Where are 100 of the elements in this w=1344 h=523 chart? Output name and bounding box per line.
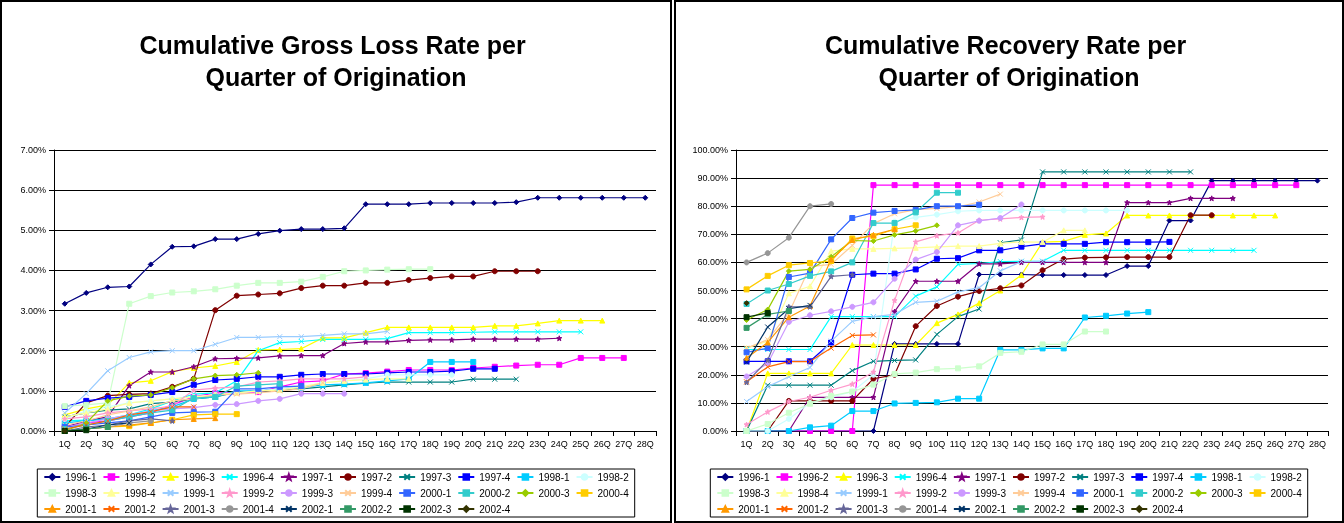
x-tick-label: 22Q [507, 438, 525, 449]
legend-label: 1996-3 [183, 471, 216, 483]
legend-label: 2002-1 [301, 503, 334, 515]
x-tick-label: 13Q [314, 438, 332, 449]
x-tick-label: 12Q [292, 438, 310, 449]
x-tick-label: 16Q [1055, 438, 1073, 449]
x-tick-label: 5Q [144, 438, 157, 449]
x-tick-label: 27Q [1287, 438, 1305, 449]
x-tick-label: 20Q [464, 438, 482, 449]
x-tick-label: 6Q [846, 438, 859, 449]
x-tick-label: 10Q [249, 438, 267, 449]
x-tick-label: 19Q [1118, 438, 1136, 449]
legend-label: 2002-2 [361, 503, 393, 515]
y-tick-label: 10.00% [697, 397, 728, 408]
x-tick-label: 27Q [615, 438, 633, 449]
x-tick-label: 5Q [825, 438, 838, 449]
legend-label: 2000-2 [1152, 487, 1184, 499]
x-tick-label: 23Q [529, 438, 547, 449]
legend-label: 2001-1 [738, 503, 770, 515]
x-tick-label: 17Q [1076, 438, 1094, 449]
y-tick-label: 90.00% [697, 173, 728, 184]
x-tick-label: 23Q [1203, 438, 1221, 449]
legend-label: 2000-2 [479, 487, 511, 499]
x-tick-label: 1Q [58, 438, 71, 449]
legend-label: 2001-1 [65, 503, 97, 515]
legend-label: 1999-4 [1034, 487, 1066, 499]
legend-label: 2001-2 [797, 503, 830, 515]
legend-label: 1999-2 [915, 487, 948, 499]
x-tick-label: 20Q [1139, 438, 1157, 449]
x-tick-label: 3Q [782, 438, 795, 449]
legend-label: 1997-2 [361, 471, 393, 483]
legend-label: 1999-4 [361, 487, 393, 499]
legend-label: 2000-4 [597, 487, 630, 499]
x-tick-label: 11Q [271, 438, 288, 449]
legend-label: 1999-1 [183, 487, 216, 499]
legend-label: 1999-3 [974, 487, 1007, 499]
legend-label: 1999-3 [301, 487, 334, 499]
x-tick-label: 11Q [949, 438, 967, 449]
x-tick-label: 4Q [803, 438, 817, 449]
y-tick-label: 4.00% [20, 265, 46, 276]
legend-label: 1998-3 [738, 487, 770, 499]
legend-label: 1997-3 [420, 471, 452, 483]
y-tick-label: 30.00% [697, 341, 728, 352]
x-tick-label: 12Q [970, 438, 988, 449]
legend-label: 2001-2 [124, 503, 157, 515]
x-tick-label: 25Q [572, 438, 590, 449]
x-tick-label: 8Q [888, 438, 901, 449]
legend-label: 1998-4 [797, 487, 830, 499]
legend-label: 1996-4 [915, 471, 948, 483]
legend-label: 1998-4 [124, 487, 157, 499]
legend-label: 2000-4 [1270, 487, 1303, 499]
x-tick-label: 13Q [991, 438, 1009, 449]
legend-label: 1996-3 [856, 471, 889, 483]
legend-label: 1996-4 [242, 471, 275, 483]
legend-label: 1996-1 [738, 471, 770, 483]
x-tick-label: 10Q [928, 438, 946, 449]
x-tick-label: 4Q [123, 438, 136, 449]
legend-label: 1997-4 [1152, 471, 1184, 483]
x-tick-label: 14Q [1012, 438, 1030, 449]
legend-label: 1998-2 [597, 471, 630, 483]
legend-label: 2000-1 [1093, 487, 1125, 499]
legend-label: 1999-2 [242, 487, 275, 499]
legend-label: 2001-4 [242, 503, 275, 515]
x-tick-label: 7Q [187, 438, 200, 449]
x-tick-label: 16Q [378, 438, 396, 449]
legend-label: 1997-3 [1093, 471, 1125, 483]
legend-label: 1997-2 [1034, 471, 1066, 483]
legend-label: 1998-1 [1211, 471, 1243, 483]
chart-title: Cumulative Gross Loss Rate per Quarter of Origination [139, 31, 533, 91]
legend-label: 1998-1 [538, 471, 570, 483]
legend-label: 2001-4 [915, 503, 948, 515]
y-tick-label: 50.00% [697, 285, 728, 296]
chart-title: Cumulative Recovery Rate per Quarter of Origination [824, 31, 1194, 91]
legend-label: 2000-1 [420, 487, 452, 499]
legend-label: 2002-3 [420, 503, 452, 515]
x-tick-label: 8Q [209, 438, 222, 449]
x-tick-label: 26Q [593, 438, 611, 449]
x-tick-label: 21Q [1160, 438, 1178, 449]
x-tick-label: 24Q [550, 438, 568, 449]
legend-label: 1997-1 [301, 471, 334, 483]
x-tick-label: 21Q [486, 438, 504, 449]
y-tick-label: 80.00% [697, 201, 728, 212]
y-tick-label: 100.00% [692, 145, 728, 155]
legend-label: 2002-4 [1152, 503, 1184, 515]
legend-label: 2000-3 [1211, 487, 1243, 499]
x-tick-label: 15Q [357, 438, 375, 449]
y-tick-label: 3.00% [20, 305, 46, 316]
legend-label: 2001-3 [183, 503, 216, 515]
y-tick-label: 70.00% [697, 229, 728, 240]
x-tick-label: 19Q [443, 438, 461, 449]
x-tick-label: 2Q [80, 438, 93, 449]
legend-label: 1998-3 [65, 487, 97, 499]
x-tick-label: 2Q [761, 438, 774, 449]
y-tick-label: 1.00% [20, 385, 46, 396]
x-tick-label: 15Q [1034, 438, 1052, 449]
x-tick-label: 14Q [335, 438, 353, 449]
y-tick-label: 60.00% [697, 257, 728, 268]
y-tick-label: 5.00% [20, 225, 46, 236]
x-tick-label: 26Q [1266, 438, 1284, 449]
x-tick-label: 9Q [230, 438, 243, 449]
